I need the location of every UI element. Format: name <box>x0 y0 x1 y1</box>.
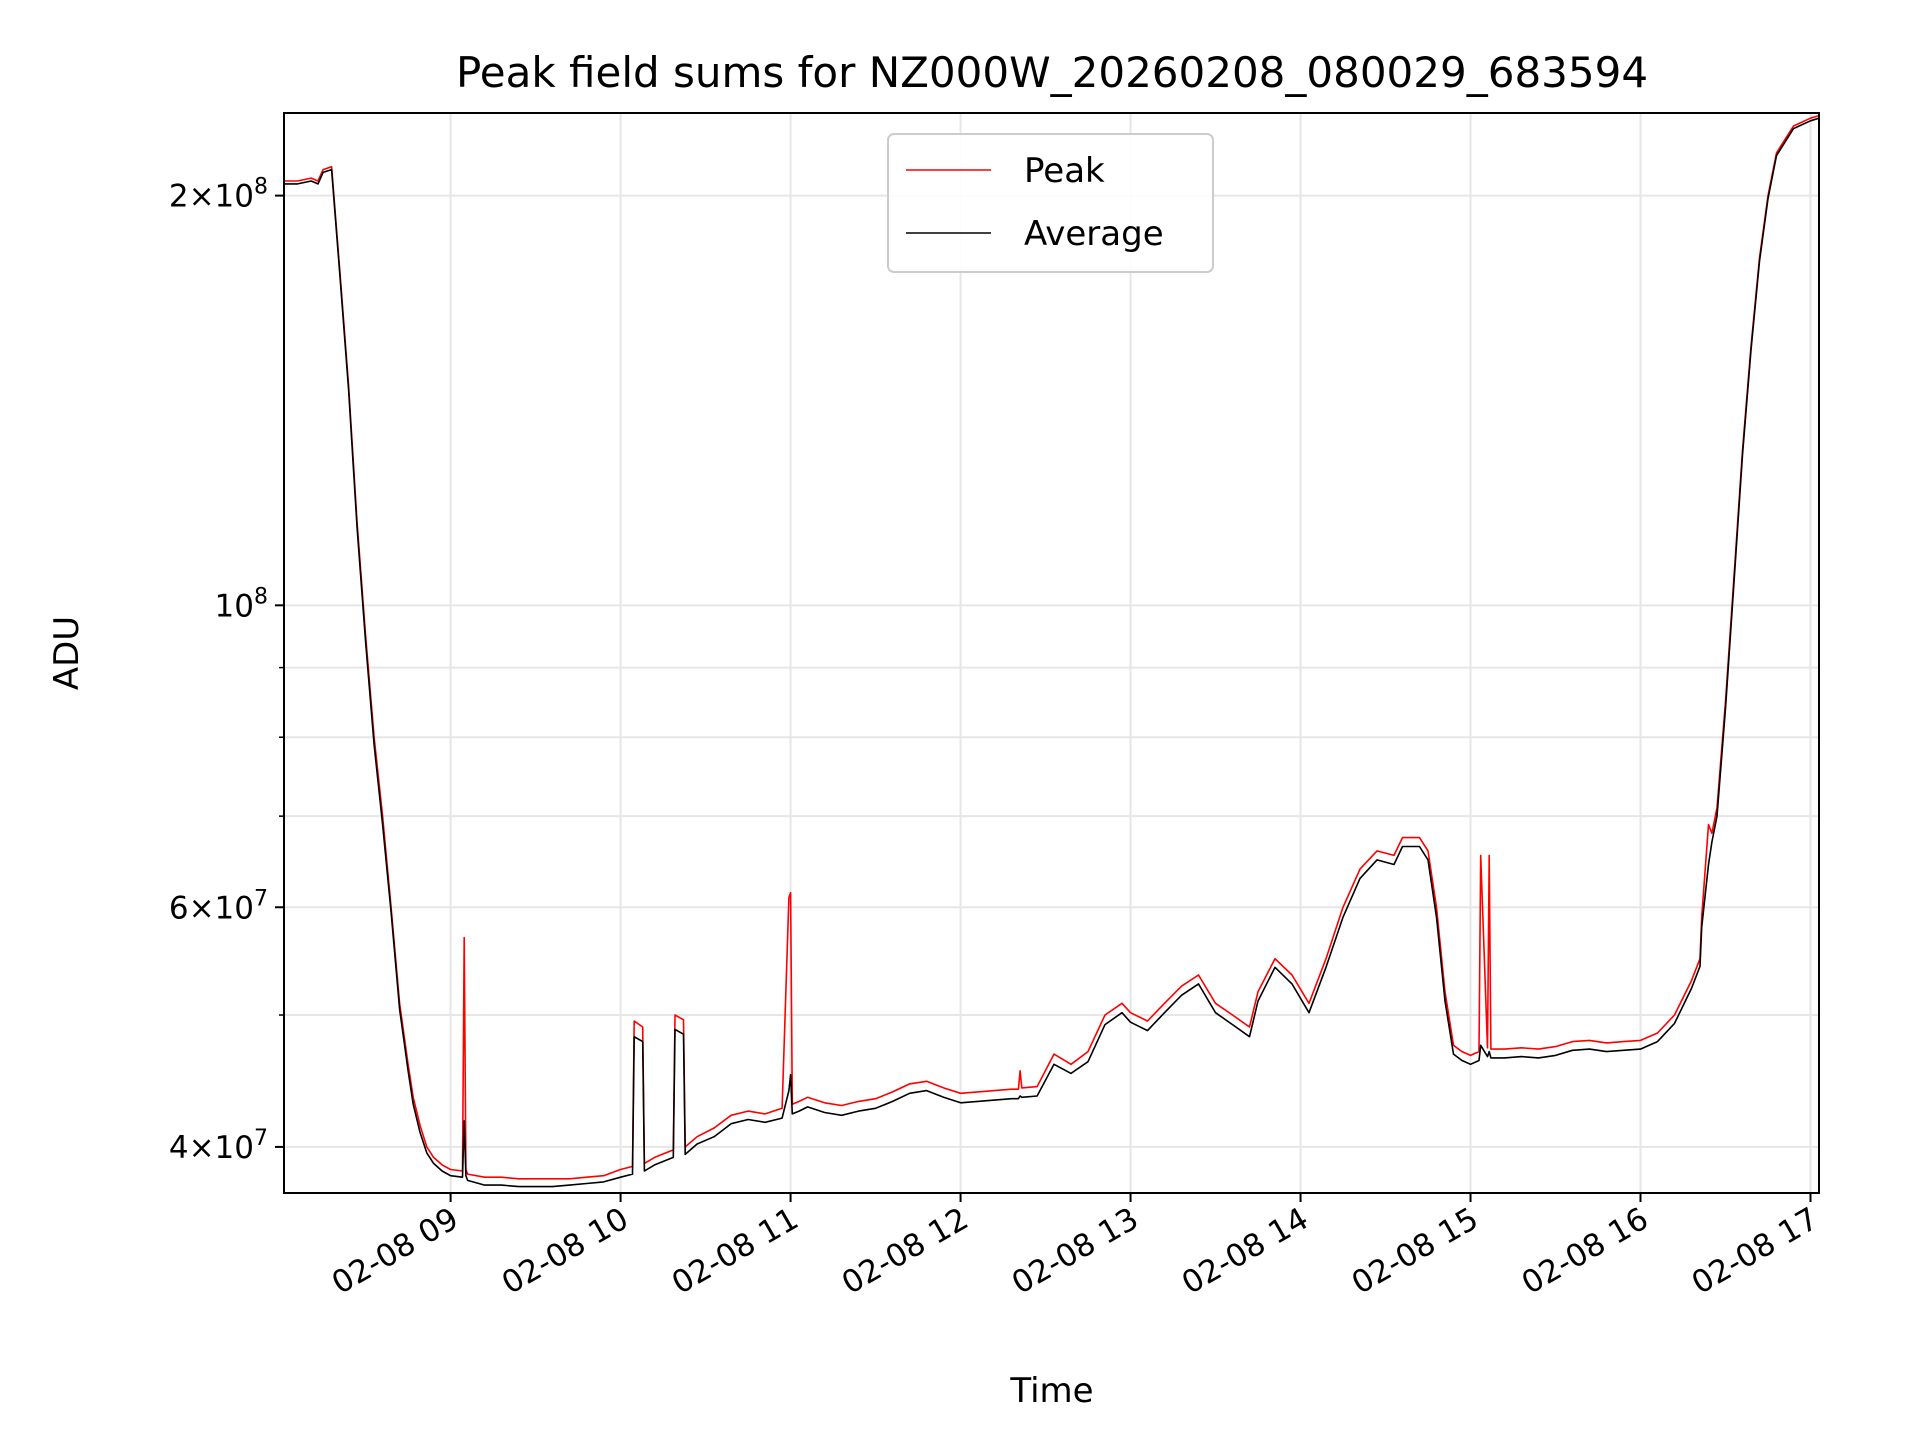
y-tick-label-3: 2×108 <box>169 175 268 215</box>
legend-average-label: Average <box>1024 214 1164 254</box>
legend-peak-label: Peak <box>1024 151 1105 191</box>
series-line-average <box>284 117 1819 1188</box>
y-tick-label-1: 6×107 <box>169 886 268 926</box>
plot-frame <box>283 112 1820 1194</box>
y-tick-label-0: 4×107 <box>169 1126 268 1166</box>
legend-box <box>887 133 1214 273</box>
series-layer <box>284 114 1819 1188</box>
y-axis-label: ADU <box>47 616 87 690</box>
series-line-peak <box>284 114 1819 1180</box>
chart-title: Peak field sums for NZ000W_20260208_0800… <box>456 48 1648 97</box>
grid <box>284 113 1819 1193</box>
legend: Peak Average <box>887 133 1214 273</box>
x-axis-label: Time <box>1009 1371 1093 1411</box>
